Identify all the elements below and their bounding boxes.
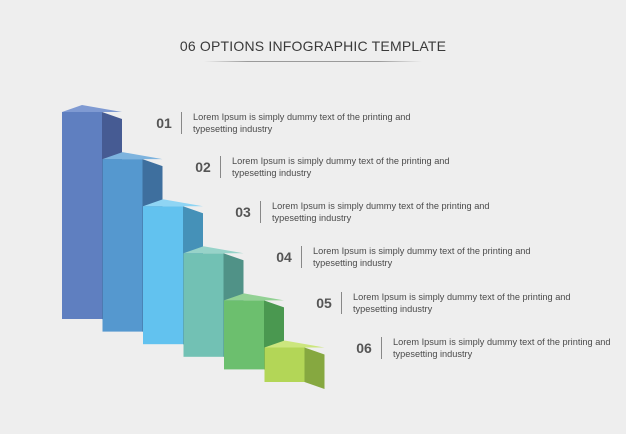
option-divider [381,337,382,359]
bar-side-face [304,347,325,389]
option-number: 01 [156,115,172,131]
bar-front-face [264,347,305,382]
bar-front-face [62,112,102,319]
option-description: Lorem Ipsum is simply dummy text of the … [232,156,450,178]
title-underline [204,61,422,62]
option-number: 05 [316,295,332,311]
bar-06 [264,340,325,389]
option-divider [260,201,261,223]
option-divider [181,112,182,134]
option-description: Lorem Ipsum is simply dummy text of the … [193,112,411,134]
option-divider [341,292,342,314]
option-divider [220,156,221,178]
bar-front-face [143,206,183,345]
bar-top-face [102,152,163,160]
bar-top-face [143,199,203,207]
option-number: 03 [235,204,251,220]
option-description: Lorem Ipsum is simply dummy text of the … [272,201,490,223]
bar-top-face [224,293,284,301]
bar-top-face [264,340,325,348]
option-description: Lorem Ipsum is simply dummy text of the … [393,337,611,359]
bar-top-face [183,246,244,254]
bar-front-face [102,159,143,332]
option-description: Lorem Ipsum is simply dummy text of the … [353,292,571,314]
option-description: Lorem Ipsum is simply dummy text of the … [313,246,531,268]
bar-front-face [183,253,224,357]
bar-front-face [224,300,264,370]
bar-top-face [62,105,122,112]
option-number: 06 [356,340,372,356]
page-title: 06 OPTIONS INFOGRAPHIC TEMPLATE [179,38,447,54]
option-number: 04 [276,249,292,265]
option-divider [301,246,302,268]
option-number: 02 [195,159,211,175]
